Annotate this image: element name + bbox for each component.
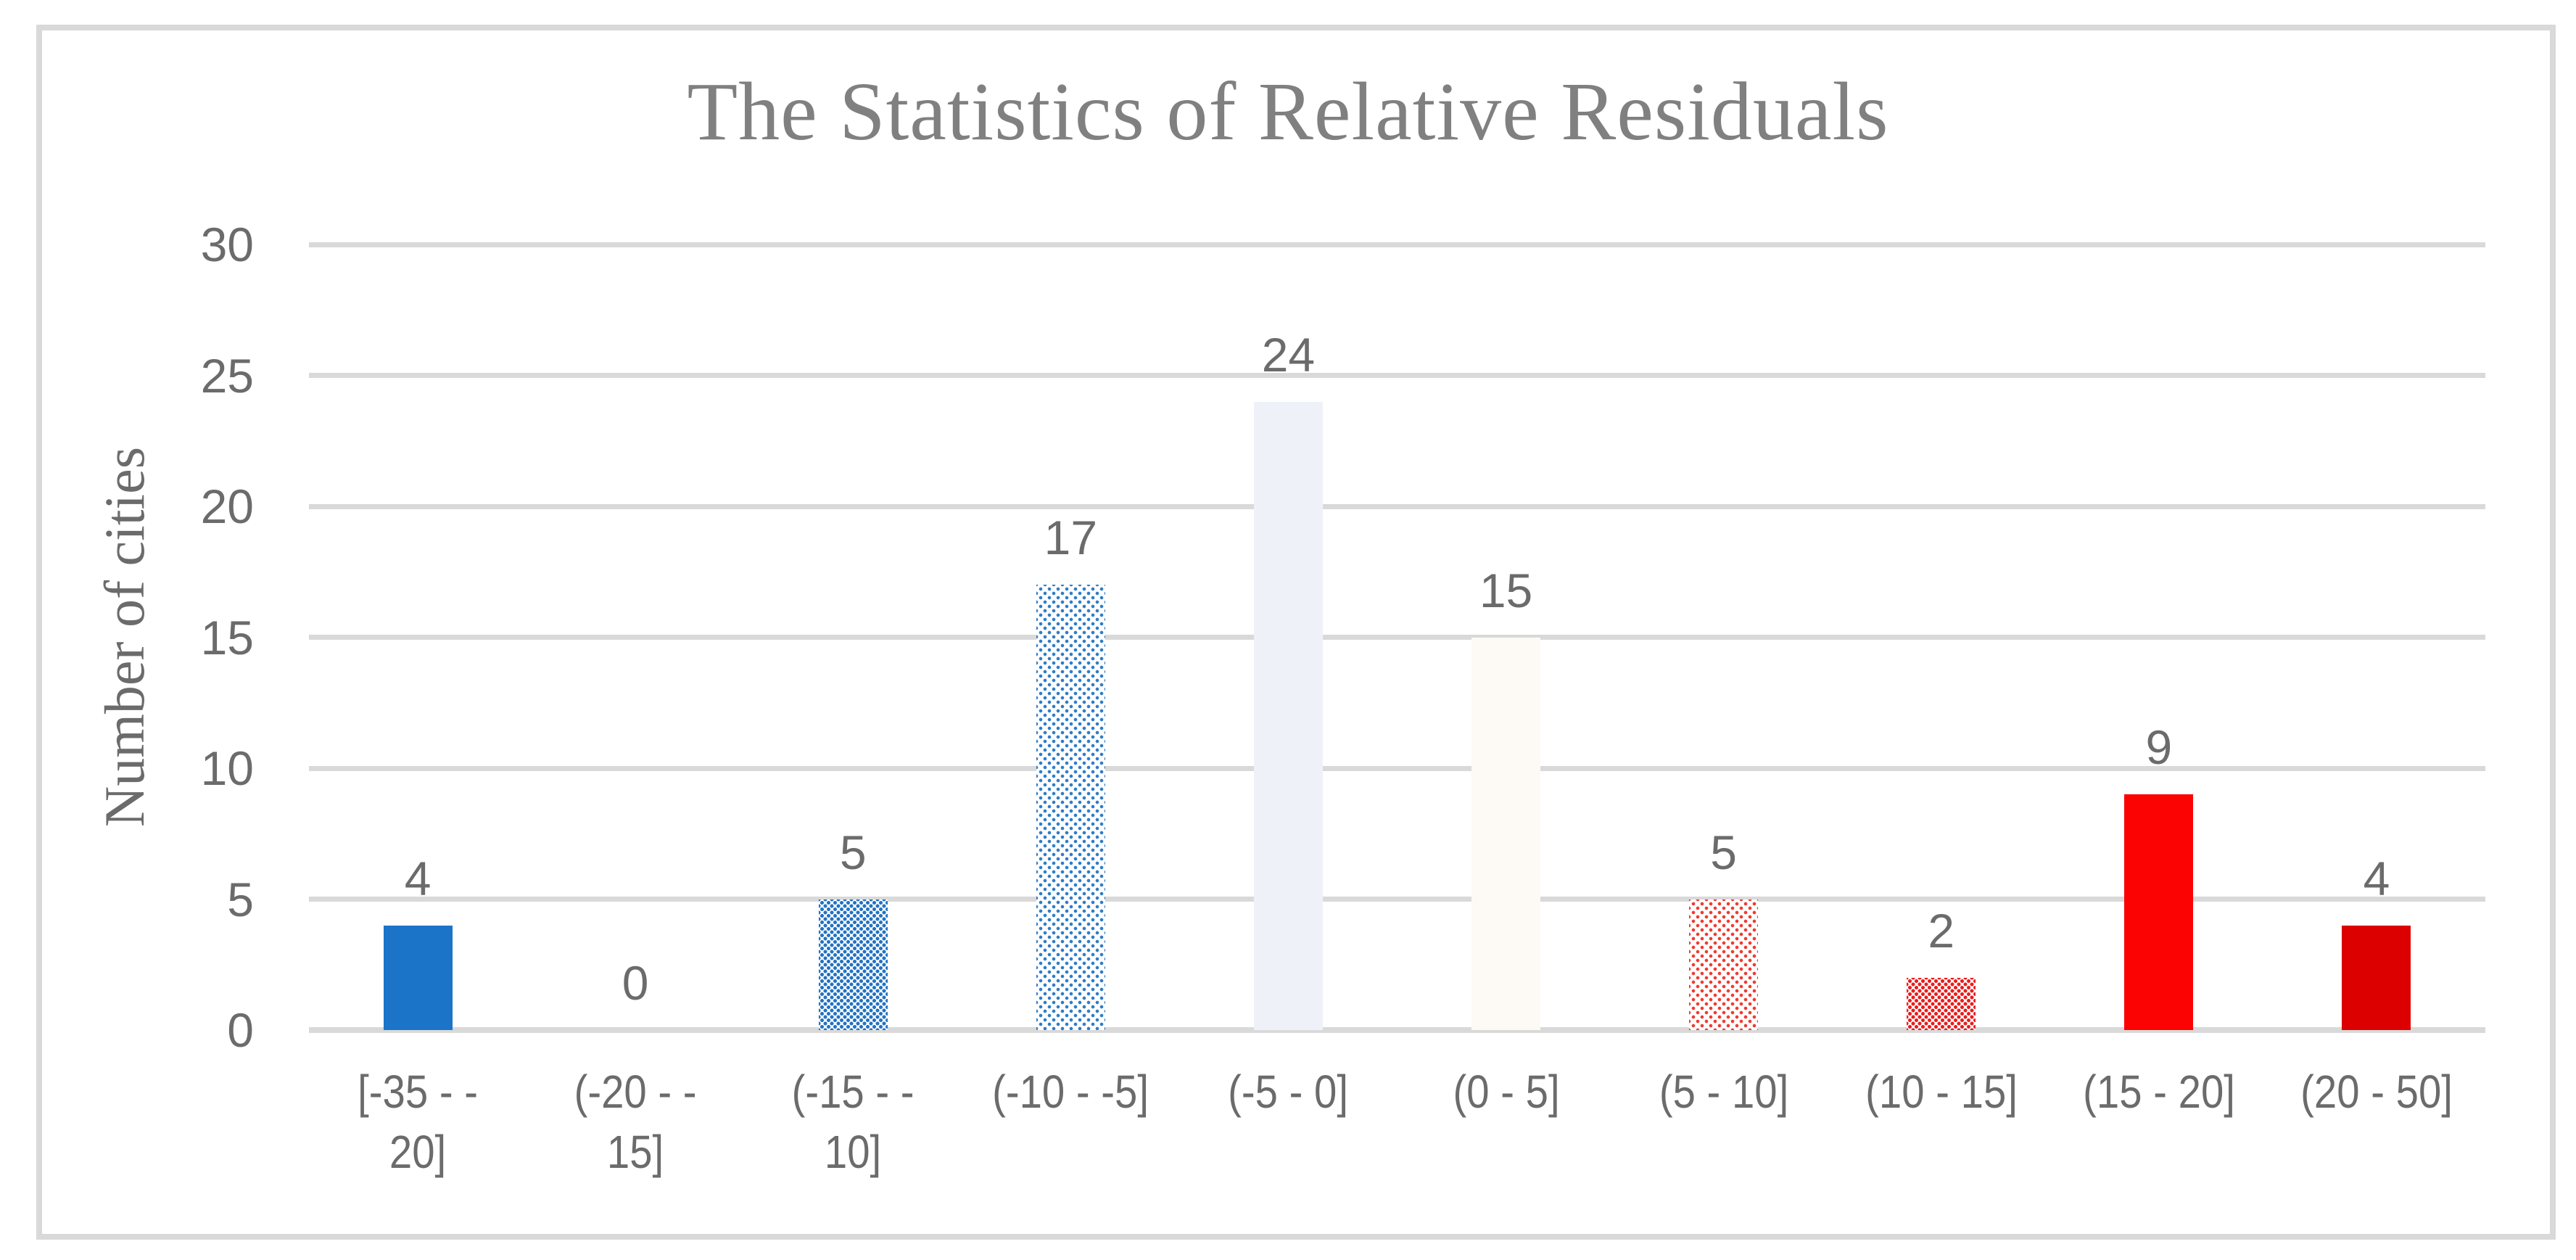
bar-data-label: 17 xyxy=(1044,511,1098,565)
gridline xyxy=(309,765,2485,771)
bar-data-label: 24 xyxy=(1261,327,1316,382)
bar xyxy=(1471,637,1541,1030)
bar-data-label: 0 xyxy=(622,956,649,1010)
gridline xyxy=(309,1026,2485,1033)
y-axis-tick-label: 15 xyxy=(200,610,254,664)
bar xyxy=(2124,794,2194,1030)
chart-title: The Statistics of Relative Residuals xyxy=(687,65,1889,157)
y-axis-tick-label: 0 xyxy=(227,1003,254,1057)
gridline xyxy=(309,373,2485,378)
x-axis-category-label: (-15 - - 10] xyxy=(791,1066,915,1179)
bar xyxy=(1907,977,1976,1030)
plot-area: 4 0 5 17 24 15 5 2 9 4 xyxy=(309,242,2485,1033)
bar xyxy=(818,899,888,1030)
x-axis-category-label: (5 - 10] xyxy=(1659,1066,1788,1118)
x-axis-category-label: (10 - 15] xyxy=(1865,1066,2018,1118)
bar-data-label: 4 xyxy=(2363,851,2390,905)
bar-data-label: 9 xyxy=(2145,720,2173,775)
bar xyxy=(2342,925,2411,1030)
bar-data-label: 15 xyxy=(1479,563,1533,617)
x-axis-category-label: (0 - 5] xyxy=(1452,1066,1560,1118)
gridline xyxy=(309,897,2485,902)
bar xyxy=(1036,585,1105,1030)
bar xyxy=(383,925,453,1030)
gridline xyxy=(309,242,2485,247)
y-axis-tick-label: 20 xyxy=(200,479,254,533)
bar xyxy=(1689,899,1759,1030)
x-axis-category-label: (15 - 20] xyxy=(2082,1066,2235,1118)
bar xyxy=(1253,401,1323,1030)
bar-data-label: 4 xyxy=(404,851,432,905)
y-axis-tick-label: 10 xyxy=(200,741,254,795)
gridline xyxy=(309,635,2485,640)
bar-data-label: 5 xyxy=(839,825,867,879)
y-axis-tick-label: 5 xyxy=(227,872,254,926)
bar-data-label: 2 xyxy=(1928,903,1955,958)
y-axis-tick-label: 30 xyxy=(200,218,254,271)
x-axis-category-label: (20 - 50] xyxy=(2300,1066,2453,1118)
x-axis-category-label: (-20 - - 15] xyxy=(574,1066,697,1179)
x-axis-category-label: (-10 - -5] xyxy=(992,1066,1149,1118)
gridline xyxy=(309,503,2485,509)
x-axis-category-label: [-35 - - 20] xyxy=(358,1066,478,1179)
y-axis-tick-label: 25 xyxy=(200,348,254,403)
bar-data-label: 5 xyxy=(1710,825,1737,879)
x-axis-category-label: (-5 - 0] xyxy=(1228,1066,1349,1118)
